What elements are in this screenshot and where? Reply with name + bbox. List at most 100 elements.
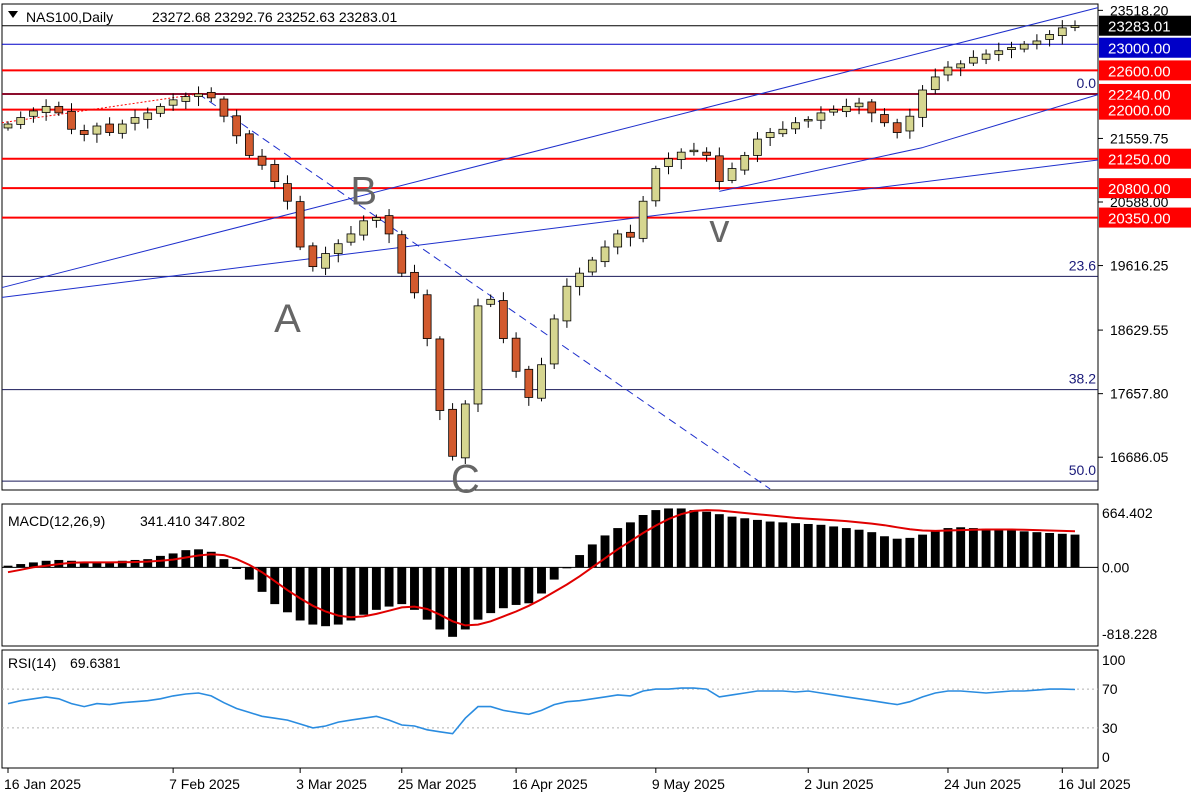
candle-body bbox=[537, 364, 546, 399]
dashed-downtrend-line bbox=[198, 93, 771, 490]
candle-body bbox=[92, 125, 102, 135]
rsi-label: RSI(14) bbox=[8, 655, 56, 671]
candle-body bbox=[219, 98, 229, 117]
macd-histogram-bar bbox=[232, 567, 242, 569]
time-tick-label: 2 Jun 2025 bbox=[804, 776, 873, 792]
price-tick-label: 16686.05 bbox=[1110, 449, 1169, 465]
candle-body bbox=[473, 305, 483, 405]
candle-body bbox=[956, 63, 966, 69]
macd-histogram-bar bbox=[918, 534, 928, 568]
macd-histogram-bar bbox=[397, 567, 407, 605]
time-tick-label: 16 Apr 2025 bbox=[512, 776, 588, 792]
candle-body bbox=[156, 105, 165, 114]
time-tick-label: 25 Mar 2025 bbox=[398, 776, 477, 792]
candle-body bbox=[321, 253, 330, 269]
candle-body bbox=[613, 233, 623, 248]
macd-histogram-bar bbox=[651, 510, 661, 568]
macd-histogram-bar bbox=[803, 523, 813, 568]
macd-histogram-bar bbox=[1032, 532, 1042, 568]
macd-histogram-bar bbox=[1057, 533, 1067, 568]
macd-histogram-bar bbox=[587, 544, 597, 568]
candle-body bbox=[816, 112, 826, 121]
macd-value-label: 341.410 347.802 bbox=[140, 513, 245, 529]
macd-histogram-bar bbox=[549, 567, 559, 580]
candle-body bbox=[676, 151, 686, 160]
candle-body bbox=[283, 183, 292, 202]
candle-body bbox=[562, 285, 572, 322]
macd-histogram-bar bbox=[41, 560, 51, 568]
macd-histogram-bar bbox=[130, 559, 140, 568]
rsi-value-label: 69.6381 bbox=[70, 655, 121, 671]
ohlc-label: 23272.68 23292.76 23252.63 23283.01 bbox=[152, 9, 397, 25]
candle-body bbox=[549, 318, 559, 365]
candle-body bbox=[486, 298, 496, 305]
macd-histogram-bar bbox=[143, 559, 153, 568]
candle-body bbox=[638, 200, 648, 239]
macd-histogram-bar bbox=[333, 567, 343, 625]
candle-body bbox=[194, 93, 203, 97]
candle-body bbox=[29, 110, 38, 117]
price-tag-label: 23000.00 bbox=[1108, 41, 1171, 58]
macd-histogram-bar bbox=[968, 528, 978, 568]
candle-body bbox=[397, 234, 407, 274]
fibo-label: 50.0 bbox=[1069, 462, 1096, 478]
macd-histogram-bar bbox=[359, 567, 369, 615]
candle-body bbox=[1057, 27, 1067, 37]
macd-histogram-bar bbox=[117, 560, 127, 568]
macd-pane: 664.402 0.00 -818.228 bbox=[2, 505, 1157, 642]
macd-histogram-bar bbox=[1007, 530, 1016, 568]
candle-body bbox=[435, 338, 445, 411]
price-pane-border bbox=[1, 3, 1099, 491]
candle-body bbox=[410, 271, 419, 294]
macd-histogram-bar bbox=[486, 567, 496, 614]
candle-body bbox=[460, 403, 470, 459]
candle-body bbox=[803, 119, 813, 122]
candle-body bbox=[689, 149, 699, 153]
candle-body bbox=[181, 96, 191, 102]
price-tag bbox=[1099, 83, 1191, 104]
symbol-dropdown-icon[interactable] bbox=[8, 11, 18, 18]
price-pane: 0.023.638.250.0ABCv23518.2021559.7520588… bbox=[1, 2, 1191, 501]
candle-body bbox=[969, 56, 978, 64]
time-axis: 16 Jan 2025 7 Feb 2025 3 Mar 2025 25 Mar 20… bbox=[4, 768, 1131, 792]
candle-body bbox=[499, 300, 508, 339]
macd-histogram-bar bbox=[943, 528, 953, 568]
candle-body bbox=[714, 155, 724, 182]
wave-label: B bbox=[350, 169, 377, 213]
time-tick-label: 16 Jan 2025 bbox=[4, 776, 81, 792]
candle-body bbox=[829, 109, 838, 113]
macd-histogram-bar bbox=[498, 567, 508, 609]
macd-signal-line bbox=[7, 509, 1076, 627]
candle-body bbox=[854, 102, 864, 108]
macd-histogram-bar bbox=[854, 529, 864, 568]
macd-histogram-bar bbox=[740, 518, 750, 568]
candle-body bbox=[842, 105, 851, 113]
candle-body bbox=[664, 158, 673, 167]
macd-histogram-bar bbox=[257, 567, 267, 592]
macd-histogram-bar bbox=[791, 523, 800, 568]
rsi-tick-label: 70 bbox=[1102, 681, 1118, 697]
candle-body bbox=[1007, 47, 1016, 51]
macd-label: MACD(12,26,9) bbox=[8, 513, 105, 529]
macd-histogram-bar bbox=[28, 562, 38, 568]
candle-body bbox=[295, 201, 305, 248]
candle-body bbox=[270, 164, 280, 182]
macd-histogram-bar bbox=[410, 567, 419, 610]
candle-body bbox=[880, 114, 889, 124]
candle-body bbox=[930, 76, 940, 91]
macd-histogram-bar bbox=[3, 565, 13, 568]
candle-body bbox=[245, 133, 254, 156]
channel-lower-trendline bbox=[922, 94, 1099, 149]
price-tag-label: 20350.00 bbox=[1108, 211, 1171, 228]
time-tick-label: 9 May 2025 bbox=[652, 776, 725, 792]
price-tick-label: 23518.20 bbox=[1110, 2, 1169, 18]
candle-body bbox=[791, 122, 800, 130]
long-trendline bbox=[1, 159, 1099, 298]
candle-body bbox=[41, 105, 51, 113]
price-tag bbox=[1099, 37, 1191, 58]
macd-histogram-bar bbox=[1019, 531, 1029, 568]
macd-histogram-bar bbox=[994, 529, 1004, 568]
candle-body bbox=[981, 53, 991, 60]
